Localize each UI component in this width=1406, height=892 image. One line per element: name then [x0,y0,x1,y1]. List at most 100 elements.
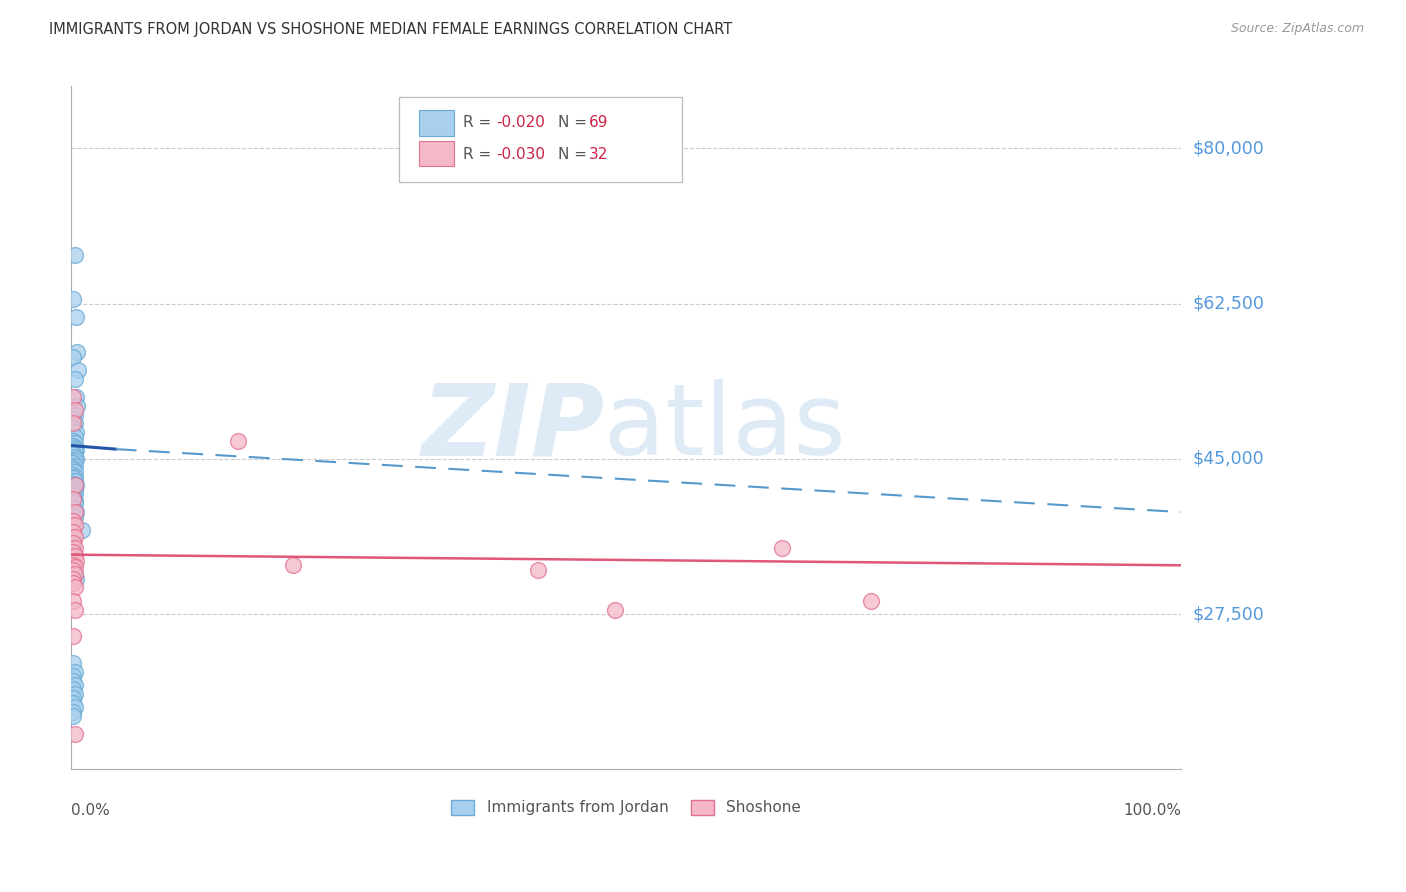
Point [62,292,84,306]
Text: R =: R = [463,147,496,162]
Point [63,530,86,544]
Point [62,462,84,476]
Point [62,572,84,586]
Point [63,560,86,574]
Point [62,563,84,577]
Point [66,345,89,359]
Point [63,700,86,714]
Point [63,518,86,533]
Point [62,705,84,719]
Text: 32: 32 [589,147,607,162]
Point [283,558,305,573]
Point [62,439,84,453]
Point [63,442,86,456]
Legend: Immigrants from Jordan, Shoshone: Immigrants from Jordan, Shoshone [444,792,808,823]
Point [62,545,84,559]
Text: 100.0%: 100.0% [1123,804,1181,819]
Point [62,558,84,573]
Point [62,491,84,506]
Text: IMMIGRANTS FROM JORDAN VS SHOSHONE MEDIAN FEMALE EARNINGS CORRELATION CHART: IMMIGRANTS FROM JORDAN VS SHOSHONE MEDIA… [49,22,733,37]
Point [62,480,84,494]
Point [65,478,87,492]
Point [62,563,84,577]
Point [65,451,87,466]
Point [63,549,86,564]
Text: $27,500: $27,500 [1192,605,1264,624]
Text: $45,000: $45,000 [1192,450,1264,468]
Point [62,500,84,515]
Point [63,483,86,497]
Point [62,491,84,506]
Point [63,465,86,479]
Point [62,434,84,449]
Point [63,469,86,483]
Point [62,456,84,470]
Text: $62,500: $62,500 [1192,294,1264,313]
Point [226,434,249,449]
FancyBboxPatch shape [419,141,454,166]
Point [62,412,84,426]
Point [62,460,84,475]
Point [62,514,84,528]
Point [63,248,86,262]
Point [63,727,86,741]
Point [62,576,84,591]
Point [859,594,882,608]
Point [63,602,86,616]
Point [62,554,84,568]
Point [62,696,84,710]
Text: atlas: atlas [605,379,846,476]
Point [62,514,84,528]
Text: Source: ZipAtlas.com: Source: ZipAtlas.com [1230,22,1364,36]
Point [65,310,87,324]
Point [63,494,86,508]
Text: -0.020: -0.020 [496,115,546,130]
Point [62,541,84,555]
Point [62,447,84,461]
Point [65,425,87,440]
Point [62,709,84,723]
Point [62,558,84,573]
Point [62,656,84,670]
Point [63,678,86,692]
Point [63,541,86,555]
Point [63,450,86,464]
Point [66,399,89,413]
Point [66,363,89,377]
Point [62,467,84,482]
Point [63,453,86,467]
Point [63,665,86,679]
Point [63,509,86,524]
Point [62,524,84,539]
Point [605,602,627,616]
Point [63,505,86,519]
Point [63,581,86,595]
Point [62,691,84,706]
Point [63,436,86,450]
Point [63,496,86,510]
Point [65,572,87,586]
Point [63,430,86,444]
Point [526,563,548,577]
Point [65,554,87,568]
Text: ZIP: ZIP [422,379,605,476]
Text: 0.0%: 0.0% [72,804,110,819]
Point [63,549,86,564]
FancyBboxPatch shape [419,111,454,136]
Text: R =: R = [463,115,496,130]
Point [65,442,87,457]
Text: N =: N = [558,147,592,162]
Point [63,403,86,417]
Point [62,673,84,688]
Point [63,478,86,492]
FancyBboxPatch shape [399,96,682,182]
Point [62,485,84,500]
Point [63,372,86,386]
Point [62,390,84,404]
Text: -0.030: -0.030 [496,147,546,162]
Point [63,567,86,582]
Point [62,350,84,364]
Point [63,417,86,431]
Point [63,444,86,458]
Point [62,536,84,550]
